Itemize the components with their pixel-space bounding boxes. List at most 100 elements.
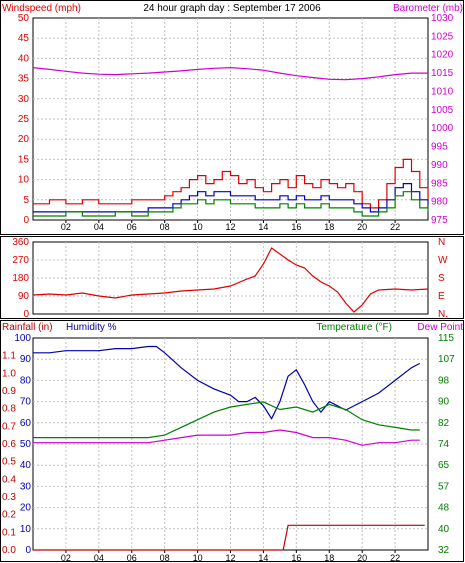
- rainfall-tick-label: 0.2: [2, 510, 16, 521]
- temperature-tick-label: 65: [438, 460, 450, 471]
- humidity-tick-label: 70: [20, 397, 32, 408]
- barometer-tick-label: 995: [431, 142, 448, 153]
- rainfall-tick-label: 0.9: [2, 386, 16, 397]
- panel1-x-tick-label: 04: [94, 222, 104, 232]
- barometer-tick-label: 1025: [431, 31, 454, 42]
- panel3-border: [0, 320, 464, 562]
- humidity-tick-label: 50: [20, 439, 32, 450]
- temperature-tick-label: 98: [438, 375, 450, 386]
- humidity-tick-label: 60: [20, 418, 32, 429]
- barometer-tick-label: 1020: [431, 50, 454, 61]
- panel3-x-tick-label: 02: [61, 553, 71, 563]
- compass-tick-label: E: [438, 291, 445, 302]
- direction-tick-label: 270: [12, 255, 29, 266]
- panel1-x-tick-label: 22: [390, 222, 400, 232]
- barometer-tick-label: 990: [431, 160, 448, 171]
- rainfall-axis-label: Rainfall (in): [2, 322, 53, 333]
- humidity-tick-label: 0: [25, 545, 31, 556]
- compass-tick-label: N: [438, 237, 445, 248]
- series-wind_low: [33, 191, 429, 217]
- temperature-tick-label: 32: [438, 545, 450, 556]
- rainfall-tick-label: 0.4: [2, 474, 16, 485]
- panel3-x-tick-label: 18: [324, 553, 334, 563]
- series-wind_direction: [32, 247, 429, 313]
- barometer-tick-label: 1030: [431, 13, 454, 24]
- panel3-x-tick-label: 20: [357, 553, 367, 563]
- rainfall-tick-label: 0.3: [2, 492, 16, 503]
- panel3-x-tick-label: 10: [193, 553, 203, 563]
- panel3-x-tick-label: 22: [390, 553, 400, 563]
- windspeed-tick-label: 0: [23, 215, 29, 226]
- windspeed-tick-label: 5: [23, 195, 29, 206]
- panel1-x-tick-label: 08: [160, 222, 170, 232]
- humidity-tick-label: 90: [20, 354, 32, 365]
- windspeed-tick-label: 15: [18, 154, 30, 165]
- rainfall-tick-label: 0.5: [2, 457, 16, 468]
- barometer-tick-label: 980: [431, 197, 448, 208]
- panel1-x-tick-label: 10: [193, 222, 203, 232]
- panel1-x-tick-label: 18: [324, 222, 334, 232]
- panel3-x-tick-label: 16: [291, 553, 301, 563]
- panel3-x-tick-label: 06: [127, 553, 137, 563]
- humidity-tick-label: 20: [20, 503, 32, 514]
- windspeed-tick-label: 25: [18, 114, 30, 125]
- panel3-x-tick-label: 04: [94, 553, 104, 563]
- panel1-x-tick-label: 16: [291, 222, 301, 232]
- temperature-tick-label: 82: [438, 418, 450, 429]
- series-temperature: [33, 401, 420, 439]
- temperature-tick-label: 48: [438, 503, 450, 514]
- temperature-tick-label: 74: [438, 439, 450, 450]
- barometer-tick-label: 1005: [431, 105, 454, 116]
- panel1-x-tick-label: 02: [61, 222, 71, 232]
- panel3-x-tick-label: 12: [225, 553, 235, 563]
- rainfall-tick-label: 0.1: [2, 527, 16, 538]
- dewpoint-axis-label: Dew Point: [417, 322, 463, 333]
- temperature-tick-label: 107: [438, 354, 455, 365]
- temperature-tick-label: 115: [438, 333, 454, 344]
- temperature-tick-label: 90: [438, 397, 450, 408]
- windspeed-tick-label: 10: [18, 175, 30, 186]
- temperature-tick-label: 40: [438, 524, 450, 535]
- rainfall-tick-label: 0.6: [2, 439, 16, 450]
- humidity-axis-label: Humidity %: [66, 322, 117, 333]
- windspeed-tick-label: 30: [18, 94, 30, 105]
- series-rainfall: [33, 524, 425, 551]
- rainfall-tick-label: 0.0: [2, 545, 16, 556]
- humidity-tick-label: 100: [14, 333, 31, 344]
- direction-tick-label: 360: [12, 237, 29, 248]
- series-wind_avg: [33, 183, 429, 213]
- series-dewpoint: [33, 429, 420, 446]
- compass-tick-label: W: [438, 255, 448, 266]
- barometer-tick-label: 1000: [431, 123, 454, 134]
- direction-tick-label: 180: [12, 273, 29, 284]
- windspeed-tick-label: 45: [18, 33, 30, 44]
- direction-tick-label: 0: [23, 309, 29, 320]
- panel1-x-tick-label: 12: [225, 222, 235, 232]
- barometer-tick-label: 1010: [431, 86, 454, 97]
- chart-marks-layer: 0510152025303540455097598098599099510001…: [2, 13, 455, 563]
- barometer-tick-label: 985: [431, 178, 448, 189]
- windspeed-tick-label: 40: [18, 53, 30, 64]
- windspeed-tick-label: 20: [18, 134, 30, 145]
- panel1-x-tick-label: 06: [127, 222, 137, 232]
- panel2-border: [0, 236, 464, 319]
- humidity-tick-label: 40: [20, 460, 32, 471]
- humidity-tick-label: 80: [20, 375, 32, 386]
- compass-tick-label: S: [438, 273, 445, 284]
- panel1-x-tick-label: 14: [258, 222, 268, 232]
- rainfall-tick-label: 0.8: [2, 404, 16, 415]
- direction-tick-label: 90: [18, 291, 30, 302]
- rainfall-tick-label: 0.7: [2, 421, 16, 432]
- panel3-x-tick-label: 08: [160, 553, 170, 563]
- rainfall-tick-label: 1.0: [2, 368, 16, 379]
- windspeed-tick-label: 35: [18, 74, 30, 85]
- temperature-tick-label: 57: [438, 481, 450, 492]
- barometer-tick-label: 1015: [431, 68, 454, 79]
- humidity-tick-label: 30: [20, 481, 32, 492]
- barometer-axis-label: Barometer (mb): [393, 3, 463, 14]
- series-barometer: [32, 66, 428, 81]
- panel1-x-tick-label: 20: [357, 222, 367, 232]
- compass-tick-label: N.: [438, 309, 448, 320]
- humidity-tick-label: 10: [20, 524, 32, 535]
